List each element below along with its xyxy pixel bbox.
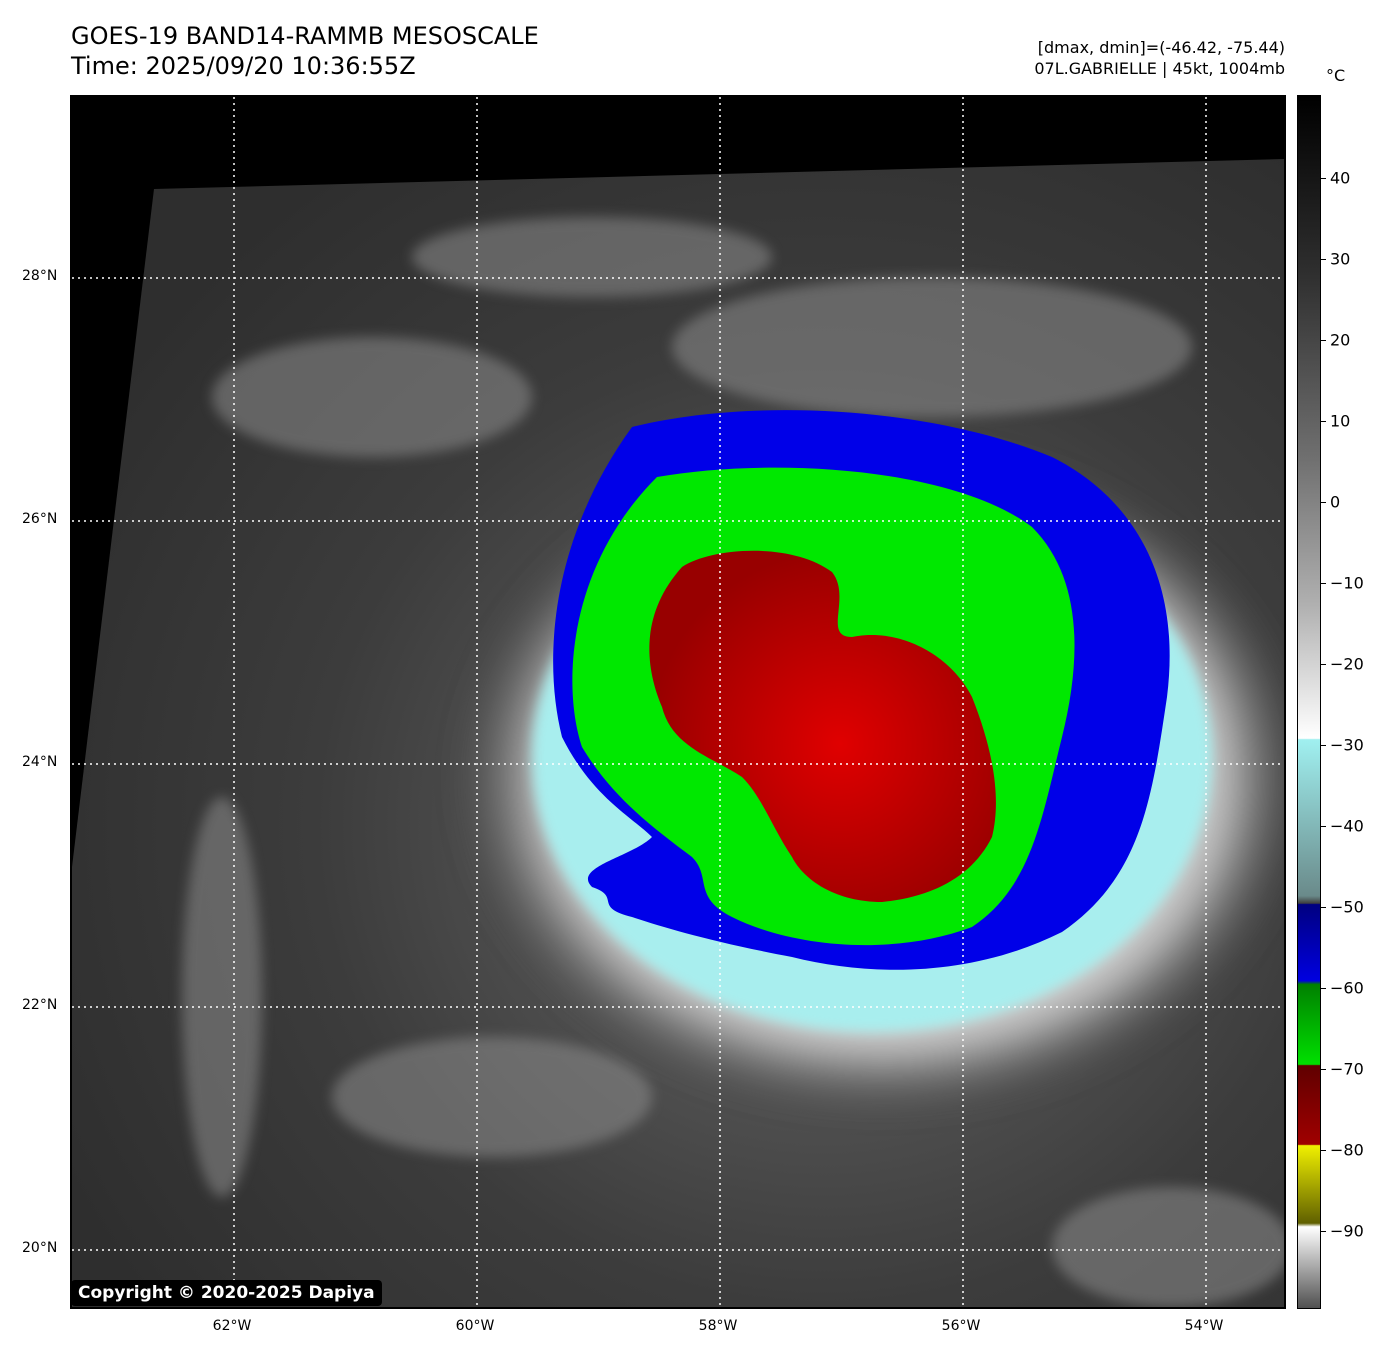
colorbar-tick-label: −80 <box>1330 1140 1364 1160</box>
image-timestamp: Time: 2025/09/20 10:36:55Z <box>71 52 416 80</box>
copyright-badge: Copyright © 2020-2025 Dapiya <box>71 1280 382 1306</box>
colorbar-tick-label: 10 <box>1330 411 1351 431</box>
colorbar-tick-label: −10 <box>1330 573 1364 593</box>
colorbar-tick-label: 0 <box>1330 492 1341 512</box>
colorbar-tick <box>1321 1231 1326 1232</box>
colorbar-tick <box>1321 664 1326 665</box>
colorbar-tick-label: 30 <box>1330 249 1351 269</box>
cold-cloud-tops <box>649 550 996 902</box>
lon-label-58w: 58°W <box>698 1318 738 1334</box>
lat-label-24n: 24°N <box>22 754 58 770</box>
lat-label-26n: 26°N <box>22 511 58 527</box>
colorbar-tick <box>1321 1069 1326 1070</box>
storm-info: 07L.GABRIELLE | 45kt, 1004mb <box>1034 59 1285 78</box>
colorbar-tick-label: −50 <box>1330 897 1364 917</box>
satellite-map <box>70 95 1286 1309</box>
colorbar-tick <box>1321 1150 1326 1151</box>
scattered-clouds <box>182 217 1284 1307</box>
temperature-colorbar <box>1297 95 1321 1309</box>
temperature-range: [dmax, dmin]=(-46.42, -75.44) <box>1037 38 1285 57</box>
colorbar-tick <box>1321 907 1326 908</box>
lon-label-60w: 60°W <box>455 1318 495 1334</box>
lon-label-56w: 56°W <box>941 1318 981 1334</box>
lon-label-62w: 62°W <box>212 1318 252 1334</box>
colorbar-tick <box>1321 502 1326 503</box>
colorbar-tick-label: −70 <box>1330 1059 1364 1079</box>
lat-label-20n: 20°N <box>22 1240 58 1256</box>
lat-label-22n: 22°N <box>22 997 58 1013</box>
colorbar-unit: °C <box>1326 66 1346 85</box>
lon-label-54w: 54°W <box>1184 1318 1224 1334</box>
colorbar-tick-label: −30 <box>1330 735 1364 755</box>
colorbar-tick <box>1321 421 1326 422</box>
colorbar-tick <box>1321 745 1326 746</box>
colorbar-tick-label: 20 <box>1330 330 1351 350</box>
image-title: GOES-19 BAND14-RAMMB MESOSCALE <box>71 22 539 50</box>
colorbar-tick-label: −90 <box>1330 1221 1364 1241</box>
colorbar-tick <box>1321 988 1326 989</box>
colorbar-tick <box>1321 826 1326 827</box>
colorbar-tick-label: −60 <box>1330 978 1364 998</box>
lat-label-28n: 28°N <box>22 268 58 284</box>
colorbar-tick <box>1321 259 1326 260</box>
colorbar-tick-label: −20 <box>1330 654 1364 674</box>
colorbar-tick <box>1321 340 1326 341</box>
colorbar-tick <box>1321 178 1326 179</box>
colorbar-tick-label: 40 <box>1330 168 1351 188</box>
colorbar-tick <box>1321 583 1326 584</box>
colorbar-tick-label: −40 <box>1330 816 1364 836</box>
